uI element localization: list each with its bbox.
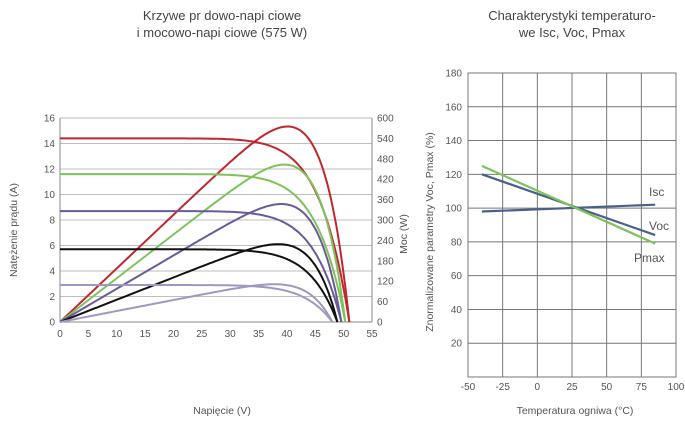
left-y-tick-label: 2 [49,292,55,303]
left-x-tick-label: 40 [281,329,293,340]
left-x-tick-label: 10 [111,329,123,340]
left-y-tick-label: 4 [49,267,55,278]
left-x-tick-label: 45 [310,329,322,340]
series-label-voc: Voc [649,219,669,233]
right-y-tick-label: 100 [445,204,462,215]
right-y-tick-label: 80 [451,237,463,248]
left-y2-tick-label: 180 [377,256,394,267]
pv-curve-4 [59,243,339,323]
left-y2-tick-label: 540 [377,134,394,145]
series-label-pmax: Pmax [634,251,665,265]
right-x-tick-label: 25 [566,382,578,393]
right-x-tick-label: -50 [461,382,476,393]
iv-curve-3 [60,210,343,323]
left-y-tick-label: 16 [44,114,56,125]
pv-curve-5 [59,283,334,323]
left-y-tick-label: 10 [44,190,56,201]
left-x-axis-label: Napięcie (V) [193,405,251,417]
left-y2-tick-label: 360 [377,195,394,206]
left-y2-tick-label: 120 [377,277,394,288]
left-x-tick-label: 35 [253,329,265,340]
right-y-tick-label: 140 [445,136,462,147]
series-label-isc: Isc [649,185,664,199]
left-y-tick-label: 6 [49,241,55,252]
left-x-tick-label: 15 [140,329,152,340]
right-y-axis-label: Znormalizowane parametry Voc, Pmax (%) [424,132,436,332]
right-y-tick-label: 20 [451,339,463,350]
right-chart-title-line1: Charakterystyki temperaturo- [488,8,656,23]
right-x-tick-label: 0 [535,382,541,393]
right-x-axis-label: Temperatura ogniwa (°C) [517,405,634,417]
left-y-tick-label: 12 [44,165,56,176]
left-chart-title-line1: Krzywe pr dowo-napi ciowe [143,8,301,23]
left-y2-tick-label: 300 [377,216,394,227]
left-y-tick-label: 8 [49,216,55,227]
left-x-tick-label: 55 [366,329,378,340]
temp-series-line-pmax [481,164,656,245]
left-y2-tick-label: 600 [377,114,394,125]
right-y-tick-label: 180 [445,69,462,80]
left-y2-tick-label: 480 [377,154,394,165]
left-x-tick-label: 5 [86,329,92,340]
left-y2-tick-label: 0 [377,318,383,329]
left-y2-tick-label: 240 [377,236,394,247]
left-y-tick-label: 0 [49,318,55,329]
right-y-tick-label: 60 [451,271,463,282]
right-x-tick-label: -25 [495,382,510,393]
right-y-tick-label: 160 [445,102,462,113]
left-x-tick-label: 30 [225,329,237,340]
left-x-tick-label: 20 [168,329,180,340]
right-y-tick-label: 120 [445,170,462,181]
right-x-tick-label: 50 [601,382,613,393]
temp-series-line-isc [481,203,656,213]
left-x-tick-label: 0 [57,329,63,340]
pv-curve-1 [59,125,351,323]
iv-curve-2 [60,173,347,323]
left-y-axis-label: Natężenie prądu (A) [8,183,20,277]
left-y2-tick-label: 60 [377,297,389,308]
right-x-tick-label: 75 [636,382,648,393]
iv-curve-4 [60,248,339,323]
iv-curve-1 [60,137,351,323]
right-x-tick-label: 100 [668,382,685,393]
right-chart-title-line2: we Isc, Voc, Pmax [518,25,626,40]
left-y2-axis-label: Moc (W) [398,214,410,254]
left-x-tick-label: 50 [338,329,350,340]
left-y-tick-label: 14 [44,139,56,150]
pv-curve-3 [59,203,343,323]
left-chart-title-line2: i mocowo-napi ciowe (575 W) [137,25,308,40]
left-x-tick-label: 25 [196,329,208,340]
iv-curve-5 [60,284,334,323]
left-y2-tick-label: 420 [377,175,394,186]
right-y-tick-label: 40 [451,305,463,316]
